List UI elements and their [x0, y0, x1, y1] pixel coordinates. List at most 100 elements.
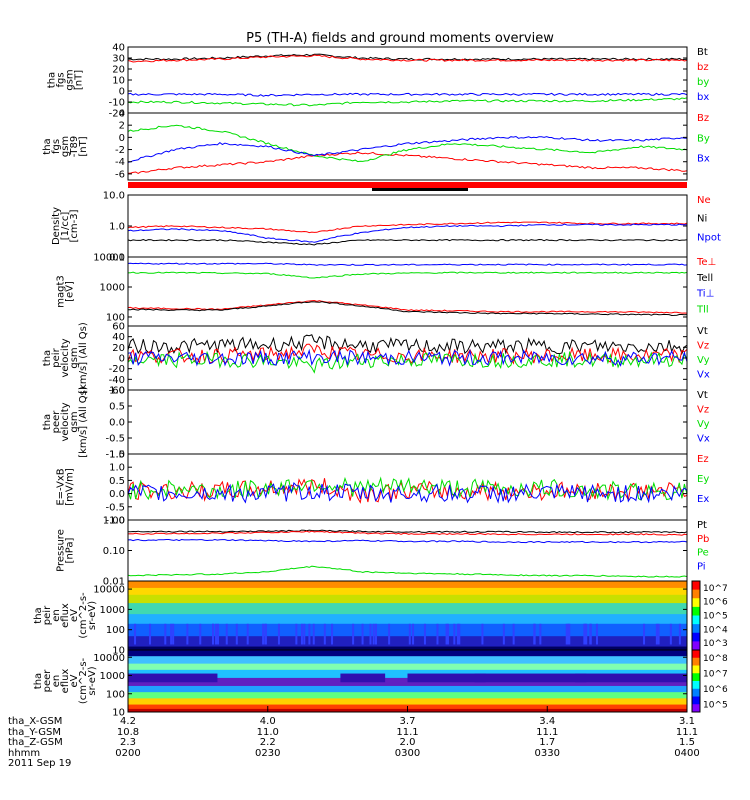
spectrogram-streak	[456, 623, 459, 645]
spectrogram-streak	[412, 623, 415, 645]
legend-label: Pb	[697, 534, 709, 545]
y-axis-label: tha	[33, 607, 44, 623]
colorbar-segment	[692, 624, 700, 634]
legend-label: Bt	[697, 47, 708, 58]
spectrogram-streak	[583, 623, 586, 645]
y-tick-label: -10	[109, 98, 125, 109]
y-axis-label: [1/cc]	[60, 212, 71, 241]
panel-density: Ne Ni Npot 10.0 1.0 0.1 Density[1/cc][cm-3]	[51, 191, 721, 264]
y-tick-label: 1.5	[109, 450, 125, 461]
y-axis-label: velocity	[60, 402, 71, 441]
spectrogram-band	[128, 685, 687, 693]
spectrogram-streak	[164, 623, 167, 645]
spectrogram-streak	[372, 623, 375, 645]
y-axis-label: magt3	[56, 275, 67, 308]
series-line-Pe	[127, 565, 688, 578]
spectrogram-streak	[312, 623, 315, 645]
y-axis-label: [nT]	[78, 136, 89, 156]
y-tick-label: 0.1	[109, 253, 125, 264]
y-axis-label: gsm	[69, 347, 80, 368]
spectrogram-streak	[585, 623, 588, 645]
series-line-Vt	[127, 334, 688, 356]
colorbar-segment	[692, 632, 700, 642]
spectrogram-streak	[303, 623, 306, 645]
panel-frame	[127, 112, 688, 181]
y-tick-label: 1000	[100, 282, 125, 293]
legend-label: Vy	[697, 419, 710, 430]
legend-label: Vx	[697, 434, 710, 445]
spectrogram-streak	[186, 623, 189, 645]
spectrogram-streak	[308, 623, 311, 645]
spectrogram-band	[128, 692, 687, 699]
x-row-label: tha_Y-GSM	[8, 727, 61, 738]
y-axis-label: fgs	[56, 72, 67, 87]
spectrogram-band	[128, 698, 687, 706]
y-tick-label: 10.0	[103, 191, 125, 202]
spectrogram-streak	[235, 623, 238, 645]
y-axis-label: [nT]	[74, 70, 85, 90]
series-line-Bt	[127, 53, 688, 61]
x-tick-label: 0330	[535, 748, 560, 759]
panel-frame	[127, 519, 688, 582]
spectrogram-band	[128, 587, 687, 596]
spectrogram-streak	[589, 623, 592, 645]
legend-label: Bx	[697, 154, 710, 165]
spectrogram-streak	[657, 623, 660, 645]
y-tick-label: 1000	[100, 671, 125, 682]
spectrogram-streak	[568, 623, 571, 645]
colorbar-segment	[692, 665, 700, 674]
x-tick-label: 11.0	[257, 727, 279, 738]
colorbar-segment	[692, 589, 700, 599]
legend-label: Vz	[697, 405, 709, 416]
y-axis-label: [mV/m]	[65, 468, 76, 506]
y-tick-label: 1.0	[109, 386, 125, 397]
colorbar-segment	[692, 688, 700, 697]
colorbar-segment	[692, 696, 700, 705]
legend-label: Tll	[696, 304, 709, 315]
spectrogram-block	[128, 673, 218, 683]
spectrogram-block	[407, 673, 486, 683]
spectrogram-streak	[408, 623, 411, 645]
y-tick-label: 100	[106, 625, 125, 636]
legend-label: Ne	[697, 195, 711, 206]
y-axis-label: peer	[42, 669, 53, 693]
spectrogram-streak	[331, 623, 334, 645]
x-tick-label: 11.1	[396, 727, 418, 738]
x-tick-label: 0300	[395, 748, 420, 759]
spectrogram-streak	[369, 623, 372, 645]
y-axis-label: tha	[47, 72, 58, 88]
legend-label: by	[697, 77, 709, 88]
x-tick-label: 3.4	[539, 716, 555, 727]
y-axis-label: fgs	[51, 139, 62, 154]
spectrogram-band	[128, 594, 687, 604]
spectrogram-band	[128, 656, 687, 665]
y-tick-label: 0.5	[109, 476, 125, 487]
legend-label: Tell	[696, 273, 713, 284]
x-tick-label: 1.7	[539, 737, 555, 748]
flag-black	[372, 188, 468, 191]
spectrogram-block	[340, 673, 386, 683]
y-axis-label: eV	[69, 609, 80, 622]
legend-label: Vt	[697, 326, 708, 337]
legend-label: Vy	[697, 355, 710, 366]
spectrogram-streak	[445, 623, 448, 645]
spectrogram-streak	[643, 623, 646, 645]
spectrogram-streak	[361, 623, 364, 645]
spectrogram-streak	[533, 623, 536, 645]
colorbar-tick-label: 10^5	[703, 700, 728, 710]
series-line-Ex	[127, 482, 688, 504]
y-tick-label: 10	[112, 646, 125, 657]
x-tick-label: 11.1	[676, 727, 698, 738]
colorbar-tick-label: 10^8	[703, 654, 728, 664]
spectrogram-streak	[669, 623, 672, 645]
y-axis-label: E=-VxB	[56, 468, 67, 505]
y-tick-label: 100	[106, 689, 125, 700]
y-axis-label: Density	[51, 207, 62, 245]
x-tick-label: 3.1	[679, 716, 695, 727]
y-tick-label: 0	[119, 354, 125, 365]
spectrogram-streak	[323, 623, 326, 645]
series-line-Npot	[127, 223, 688, 243]
